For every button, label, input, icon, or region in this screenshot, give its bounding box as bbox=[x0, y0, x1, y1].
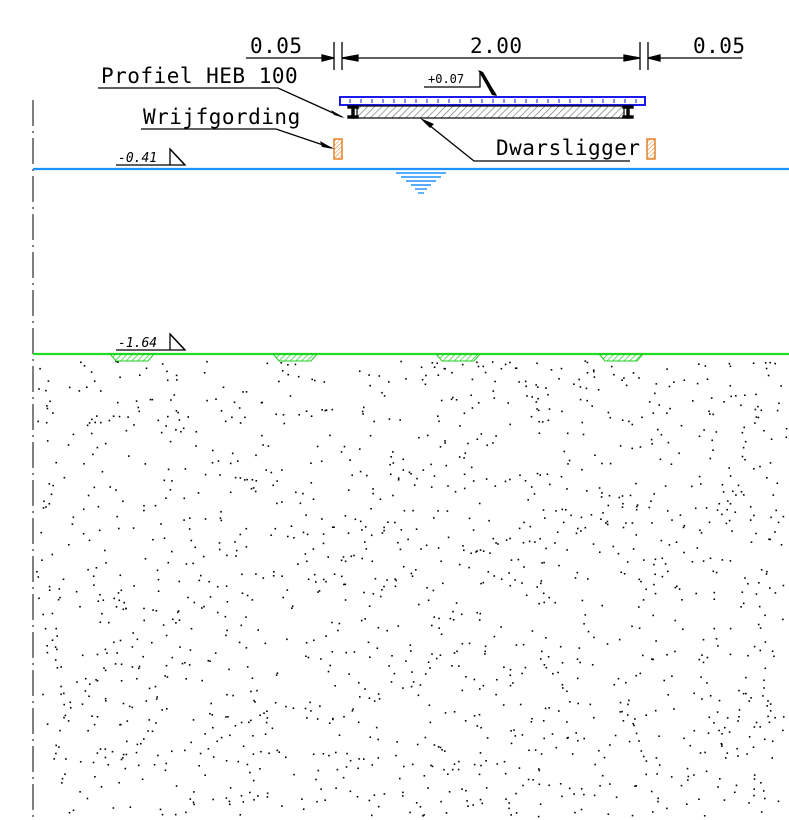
rub-rail-label: Wrijfgording bbox=[143, 105, 301, 129]
cross-beam-callout: Dwarsligger bbox=[420, 118, 641, 162]
dimension-line bbox=[246, 42, 742, 70]
profile-label: Profiel HEB 100 bbox=[101, 64, 298, 88]
rub-rail-right bbox=[646, 138, 656, 160]
dimension-span: 2.00 bbox=[470, 34, 523, 58]
deck-level-label: +0.07 bbox=[428, 72, 464, 86]
bed-level-label: -1.64 bbox=[118, 336, 157, 351]
dimension-left-gap: 0.05 bbox=[250, 34, 303, 58]
dimension-right-gap: 0.05 bbox=[693, 34, 746, 58]
bed-level-marker: -1.64 bbox=[116, 332, 187, 351]
water-level-label: -0.41 bbox=[118, 151, 157, 166]
cross-beam bbox=[356, 105, 625, 119]
water-surface-symbol bbox=[396, 172, 446, 194]
water-level-marker: -0.41 bbox=[116, 147, 187, 166]
rub-rail-callout: Wrijfgording bbox=[141, 105, 334, 149]
bed-hatch-marks bbox=[108, 353, 645, 362]
rub-rail-left bbox=[333, 138, 343, 160]
deck-level-marker: +0.07 bbox=[424, 70, 497, 96]
soil-stipple bbox=[36, 360, 788, 818]
heb-profile-left bbox=[347, 105, 359, 119]
profile-callout: Profiel HEB 100 bbox=[98, 64, 345, 118]
cross-beam-label: Dwarsligger bbox=[496, 136, 641, 160]
heb-profile-right bbox=[622, 105, 634, 119]
deck-planks bbox=[339, 96, 646, 106]
